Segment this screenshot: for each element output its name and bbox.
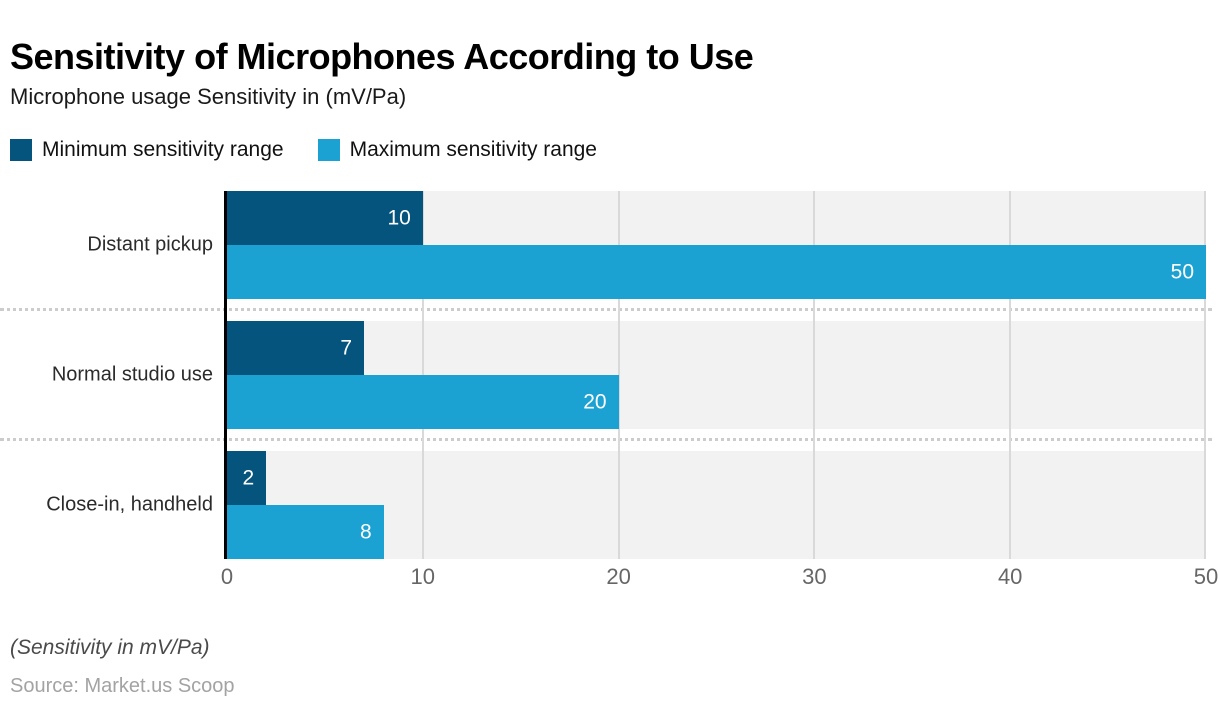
x-tick-label: 10: [410, 564, 436, 589]
legend-swatch-maximum-icon: [317, 139, 340, 161]
bar-minimum: 10: [227, 191, 423, 245]
gridline: [1204, 191, 1206, 559]
legend-label-maximum: Maximum sensitivity range: [349, 138, 597, 161]
bar-value-label: 2: [242, 466, 255, 490]
x-tick-label: 30: [802, 564, 827, 589]
gridline: [617, 191, 620, 559]
bar-minimum: 2: [227, 451, 267, 505]
x-tick-label: 0: [220, 564, 234, 589]
legend: Minimum sensitivity range Maximum sensit…: [10, 138, 597, 162]
gridline: [1009, 191, 1012, 559]
bar-maximum: 50: [227, 245, 1206, 299]
bar-value-label: 50: [1170, 260, 1194, 284]
gridline: [813, 191, 816, 559]
plot-area: 10 50 7 20 2 8: [227, 191, 1206, 559]
bar-value-label: 20: [583, 390, 607, 414]
axis-units-note: (Sensitivity in mV/Pa): [10, 636, 210, 659]
dotted-separator: [0, 438, 1212, 441]
category-label: Normal studio use: [51, 363, 213, 386]
category-label: Distant pickup: [87, 233, 213, 256]
bar-value-label: 7: [340, 336, 353, 360]
bar-maximum: 20: [227, 375, 619, 429]
chart-subtitle: Microphone usage Sensitivity in (mV/Pa): [10, 84, 407, 109]
x-tick-label: 20: [606, 564, 631, 589]
legend-label-minimum: Minimum sensitivity range: [42, 138, 284, 161]
y-axis-line: [224, 191, 227, 559]
bar-value-label: 8: [359, 520, 372, 544]
bar-minimum: 7: [227, 321, 365, 375]
legend-item-minimum: Minimum sensitivity range: [10, 138, 284, 162]
source-credit: Source: Market.us Scoop: [10, 675, 235, 697]
x-tick-label: 50: [1193, 564, 1219, 589]
x-tick-label: 40: [997, 564, 1023, 589]
bar-value-label: 10: [387, 206, 411, 230]
category-label: Close-in, handheld: [46, 493, 213, 516]
legend-swatch-minimum-icon: [10, 139, 32, 161]
chart-title: Sensitivity of Microphones According to …: [10, 36, 754, 78]
dotted-separator: [0, 308, 1212, 311]
category-band: [227, 451, 1206, 559]
legend-item-maximum: Maximum sensitivity range: [317, 138, 597, 162]
bar-maximum: 8: [227, 505, 384, 559]
